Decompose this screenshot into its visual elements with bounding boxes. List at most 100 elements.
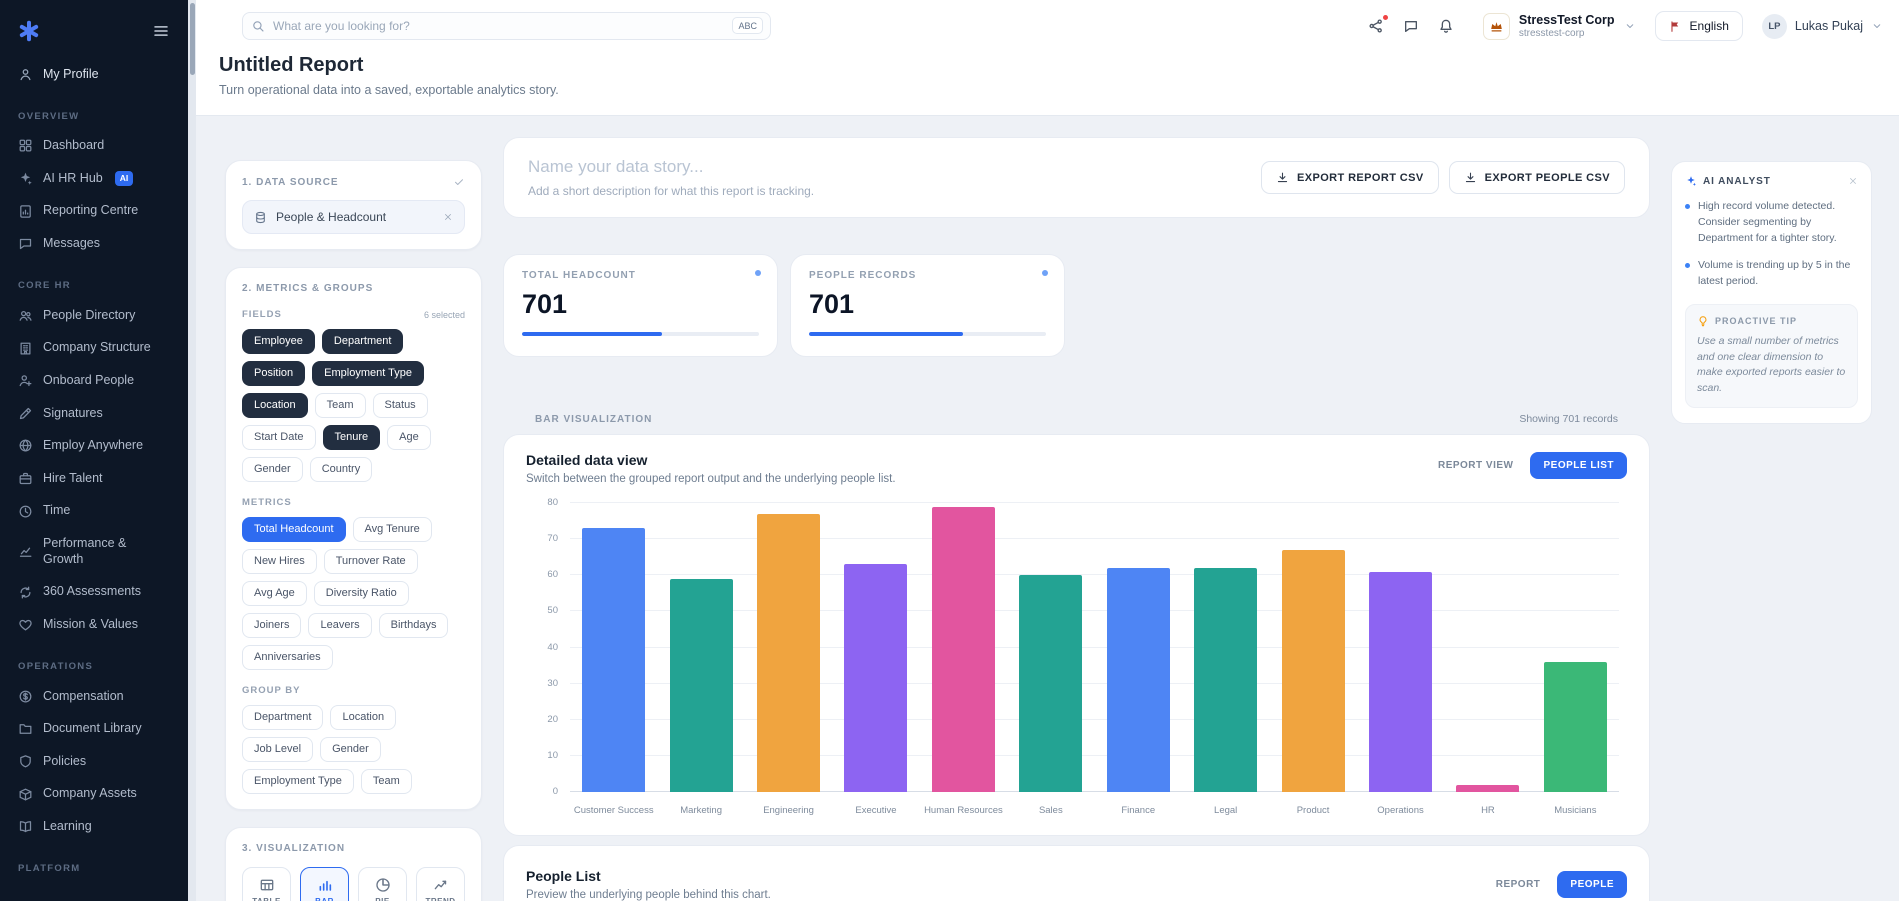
sidebar-item-company-assets[interactable]: Company Assets	[0, 778, 188, 811]
sidebar-item-dashboard[interactable]: Dashboard	[0, 130, 188, 163]
export-report-csv-button[interactable]: EXPORT REPORT CSV	[1261, 161, 1439, 194]
kpi-label: PEOPLE RECORDS	[809, 270, 917, 281]
chip-department[interactable]: Department	[242, 705, 324, 730]
people-toggle[interactable]: PEOPLE	[1557, 870, 1627, 898]
sidebar-header	[0, 0, 188, 56]
kpi-value: 701	[809, 289, 855, 319]
sidebar-item-policies[interactable]: Policies	[0, 745, 188, 778]
chip-country[interactable]: Country	[309, 457, 373, 482]
chip-avg-age[interactable]: Avg Age	[242, 581, 307, 606]
export-people-csv-button[interactable]: EXPORT PEOPLE CSV	[1448, 161, 1625, 194]
org-switcher[interactable]: StressTest Corp stresstest-corp	[1473, 12, 1636, 40]
language-selector[interactable]: English	[1654, 11, 1743, 41]
avatar: LP	[1761, 13, 1787, 39]
bar-finance	[1106, 568, 1170, 792]
sidebar-item-document-library[interactable]: Document Library	[0, 713, 188, 746]
report-name-input[interactable]	[528, 157, 1261, 177]
chip-anniversaries[interactable]: Anniversaries	[242, 645, 333, 670]
bar-slot	[1532, 661, 1619, 792]
sidebar-item-ai-hr-hub[interactable]: AI HR Hub AI	[0, 162, 188, 195]
people-list-toggle[interactable]: PEOPLE LIST	[1530, 452, 1627, 479]
sidebar-item-company-structure[interactable]: Company Structure	[0, 332, 188, 365]
sidebar-item-my-profile[interactable]: My Profile	[0, 58, 188, 91]
chip-start-date[interactable]: Start Date	[242, 425, 316, 450]
chat-icon	[1403, 18, 1419, 34]
chip-employee[interactable]: Employee	[242, 329, 315, 354]
chip-new-hires[interactable]: New Hires	[242, 549, 317, 574]
report-toggle[interactable]: REPORT	[1483, 871, 1554, 898]
chip-leavers[interactable]: Leavers	[308, 613, 372, 638]
viz-option-table[interactable]: TABLE	[242, 867, 291, 901]
sidebar-item-people-directory[interactable]: People Directory	[0, 299, 188, 332]
records-count: Showing 701 records	[1519, 413, 1618, 425]
main-content: 1. DATA SOURCE People & Headcount 2. MET…	[196, 117, 1899, 901]
org-name: StressTest Corp	[1518, 13, 1615, 27]
chip-location[interactable]: Location	[330, 705, 397, 730]
chip-status[interactable]: Status	[372, 393, 428, 418]
chip-avg-tenure[interactable]: Avg Tenure	[352, 517, 432, 542]
bar-executive	[844, 564, 908, 792]
sidebar-item-employ-anywhere[interactable]: Employ Anywhere	[0, 430, 188, 463]
viz-option-pie[interactable]: PIE	[358, 867, 407, 901]
sidebar-item-onboard-people[interactable]: Onboard People	[0, 364, 188, 397]
header: ABC StressTest Corp stresstest-corp	[196, 0, 1899, 116]
scrollbar-thumb[interactable]	[189, 3, 195, 75]
sidebar-item-label: AI HR Hub	[43, 170, 103, 185]
chip-diversity-ratio[interactable]: Diversity Ratio	[313, 581, 409, 606]
chevron-down-icon	[1624, 20, 1636, 32]
user-name: Lukas Pukaj	[1794, 19, 1863, 33]
data-source-chip[interactable]: People & Headcount	[242, 200, 465, 234]
notifications-button[interactable]	[1438, 18, 1454, 34]
chip-location[interactable]: Location	[242, 393, 308, 418]
gridline	[570, 610, 1619, 612]
sidebar-item-mission-values[interactable]: Mission & Values	[0, 608, 188, 641]
sidebar-item-learning[interactable]: Learning	[0, 811, 188, 844]
bar-musicians	[1543, 661, 1607, 792]
chip-position[interactable]: Position	[242, 361, 306, 386]
x-label: Sales	[1038, 805, 1063, 816]
remove-icon[interactable]	[443, 212, 453, 222]
gridline	[570, 574, 1619, 576]
chip-team[interactable]: Team	[314, 393, 366, 418]
chip-total-headcount[interactable]: Total Headcount	[242, 517, 346, 542]
sidebar-item-performance-growth[interactable]: Performance & Growth	[0, 528, 188, 576]
integrations-button[interactable]	[1368, 14, 1389, 34]
sidebar-item-time[interactable]: Time	[0, 495, 188, 528]
view-toggle: REPORT VIEW PEOPLE LIST	[1425, 452, 1627, 479]
chip-employment-type[interactable]: Employment Type	[242, 769, 354, 794]
chip-age[interactable]: Age	[387, 425, 431, 450]
trend-viz-icon	[433, 877, 449, 893]
menu-toggle-icon[interactable]	[152, 22, 170, 40]
sidebar-scrollbar[interactable]	[188, 0, 196, 901]
chip-employment-type[interactable]: Employment Type	[312, 361, 424, 386]
sidebar-item-compensation[interactable]: Compensation	[0, 680, 188, 713]
chip-birthdays[interactable]: Birthdays	[378, 613, 449, 638]
sidebar-item-reporting-centre[interactable]: Reporting Centre	[0, 195, 188, 228]
user-menu[interactable]: LP Lukas Pukaj	[1761, 13, 1883, 39]
chip-gender[interactable]: Gender	[242, 457, 303, 482]
chip-gender[interactable]: Gender	[320, 737, 381, 762]
card-subtitle: Switch between the grouped report output…	[526, 473, 896, 485]
sidebar-item-hire-talent[interactable]: Hire Talent	[0, 462, 188, 495]
chip-turnover-rate[interactable]: Turnover Rate	[323, 549, 418, 574]
sidebar-item-messages[interactable]: Messages	[0, 228, 188, 261]
gridline	[570, 754, 1619, 756]
chart-card-titles: Detailed data view Switch between the gr…	[526, 452, 896, 485]
report-view-toggle[interactable]: REPORT VIEW	[1425, 452, 1527, 479]
chip-joiners[interactable]: Joiners	[242, 613, 302, 638]
kpi-total-headcount: TOTAL HEADCOUNT 701	[503, 254, 778, 357]
chip-department[interactable]: Department	[321, 329, 404, 354]
search-input[interactable]	[242, 12, 771, 40]
chip-tenure[interactable]: Tenure	[322, 425, 381, 450]
viz-option-trend[interactable]: TREND	[416, 867, 465, 901]
chat-button[interactable]	[1403, 18, 1419, 34]
report-description-input[interactable]	[528, 184, 1261, 198]
chip-job-level[interactable]: Job Level	[242, 737, 314, 762]
data-source-chip-label: People & Headcount	[276, 210, 387, 224]
viz-option-bar[interactable]: BAR	[300, 867, 349, 901]
sidebar-item-signatures[interactable]: Signatures	[0, 397, 188, 430]
chip-team[interactable]: Team	[360, 769, 412, 794]
sidebar-item-label: Company Assets	[43, 786, 137, 801]
close-icon[interactable]	[1848, 176, 1858, 186]
sidebar-item-360-assessments[interactable]: 360 Assessments	[0, 576, 188, 609]
